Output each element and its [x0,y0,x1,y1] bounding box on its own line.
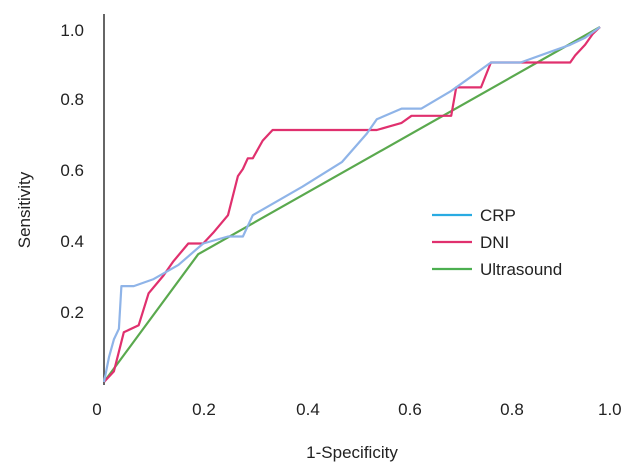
legend-label-crp: CRP [480,206,516,225]
legend: CRP DNI Ultrasound [432,206,562,279]
y-tick-label-1.0: 1.0 [60,21,84,40]
x-tick-label-0: 0 [92,400,101,419]
series-layer [102,26,601,383]
series-line-ultrasound [103,26,601,383]
x-tick-label-0.6: 0.6 [398,400,422,419]
legend-label-dni: DNI [480,233,509,252]
x-tick-label-0.2: 0.2 [192,400,216,419]
y-tick-label-0.6: 0.6 [60,161,84,180]
series-line-dni [103,26,601,383]
x-tick-label-0.4: 0.4 [296,400,320,419]
y-tick-label-0.2: 0.2 [60,303,84,322]
x-tick-label-1.0: 1.0 [598,400,622,419]
series-line-crp [102,26,601,383]
x-tick-labels: 0 0.2 0.4 0.6 0.8 1.0 [92,400,621,419]
y-tick-label-0.4: 0.4 [60,232,84,251]
y-tick-label-0.8: 0.8 [60,90,84,109]
y-axis-title: Sensitivity [15,171,34,248]
x-axis-title: 1-Specificity [306,443,398,462]
x-tick-label-0.8: 0.8 [500,400,524,419]
legend-label-ultrasound: Ultrasound [480,260,562,279]
y-tick-labels: 0.2 0.4 0.6 0.8 1.0 [60,21,84,322]
